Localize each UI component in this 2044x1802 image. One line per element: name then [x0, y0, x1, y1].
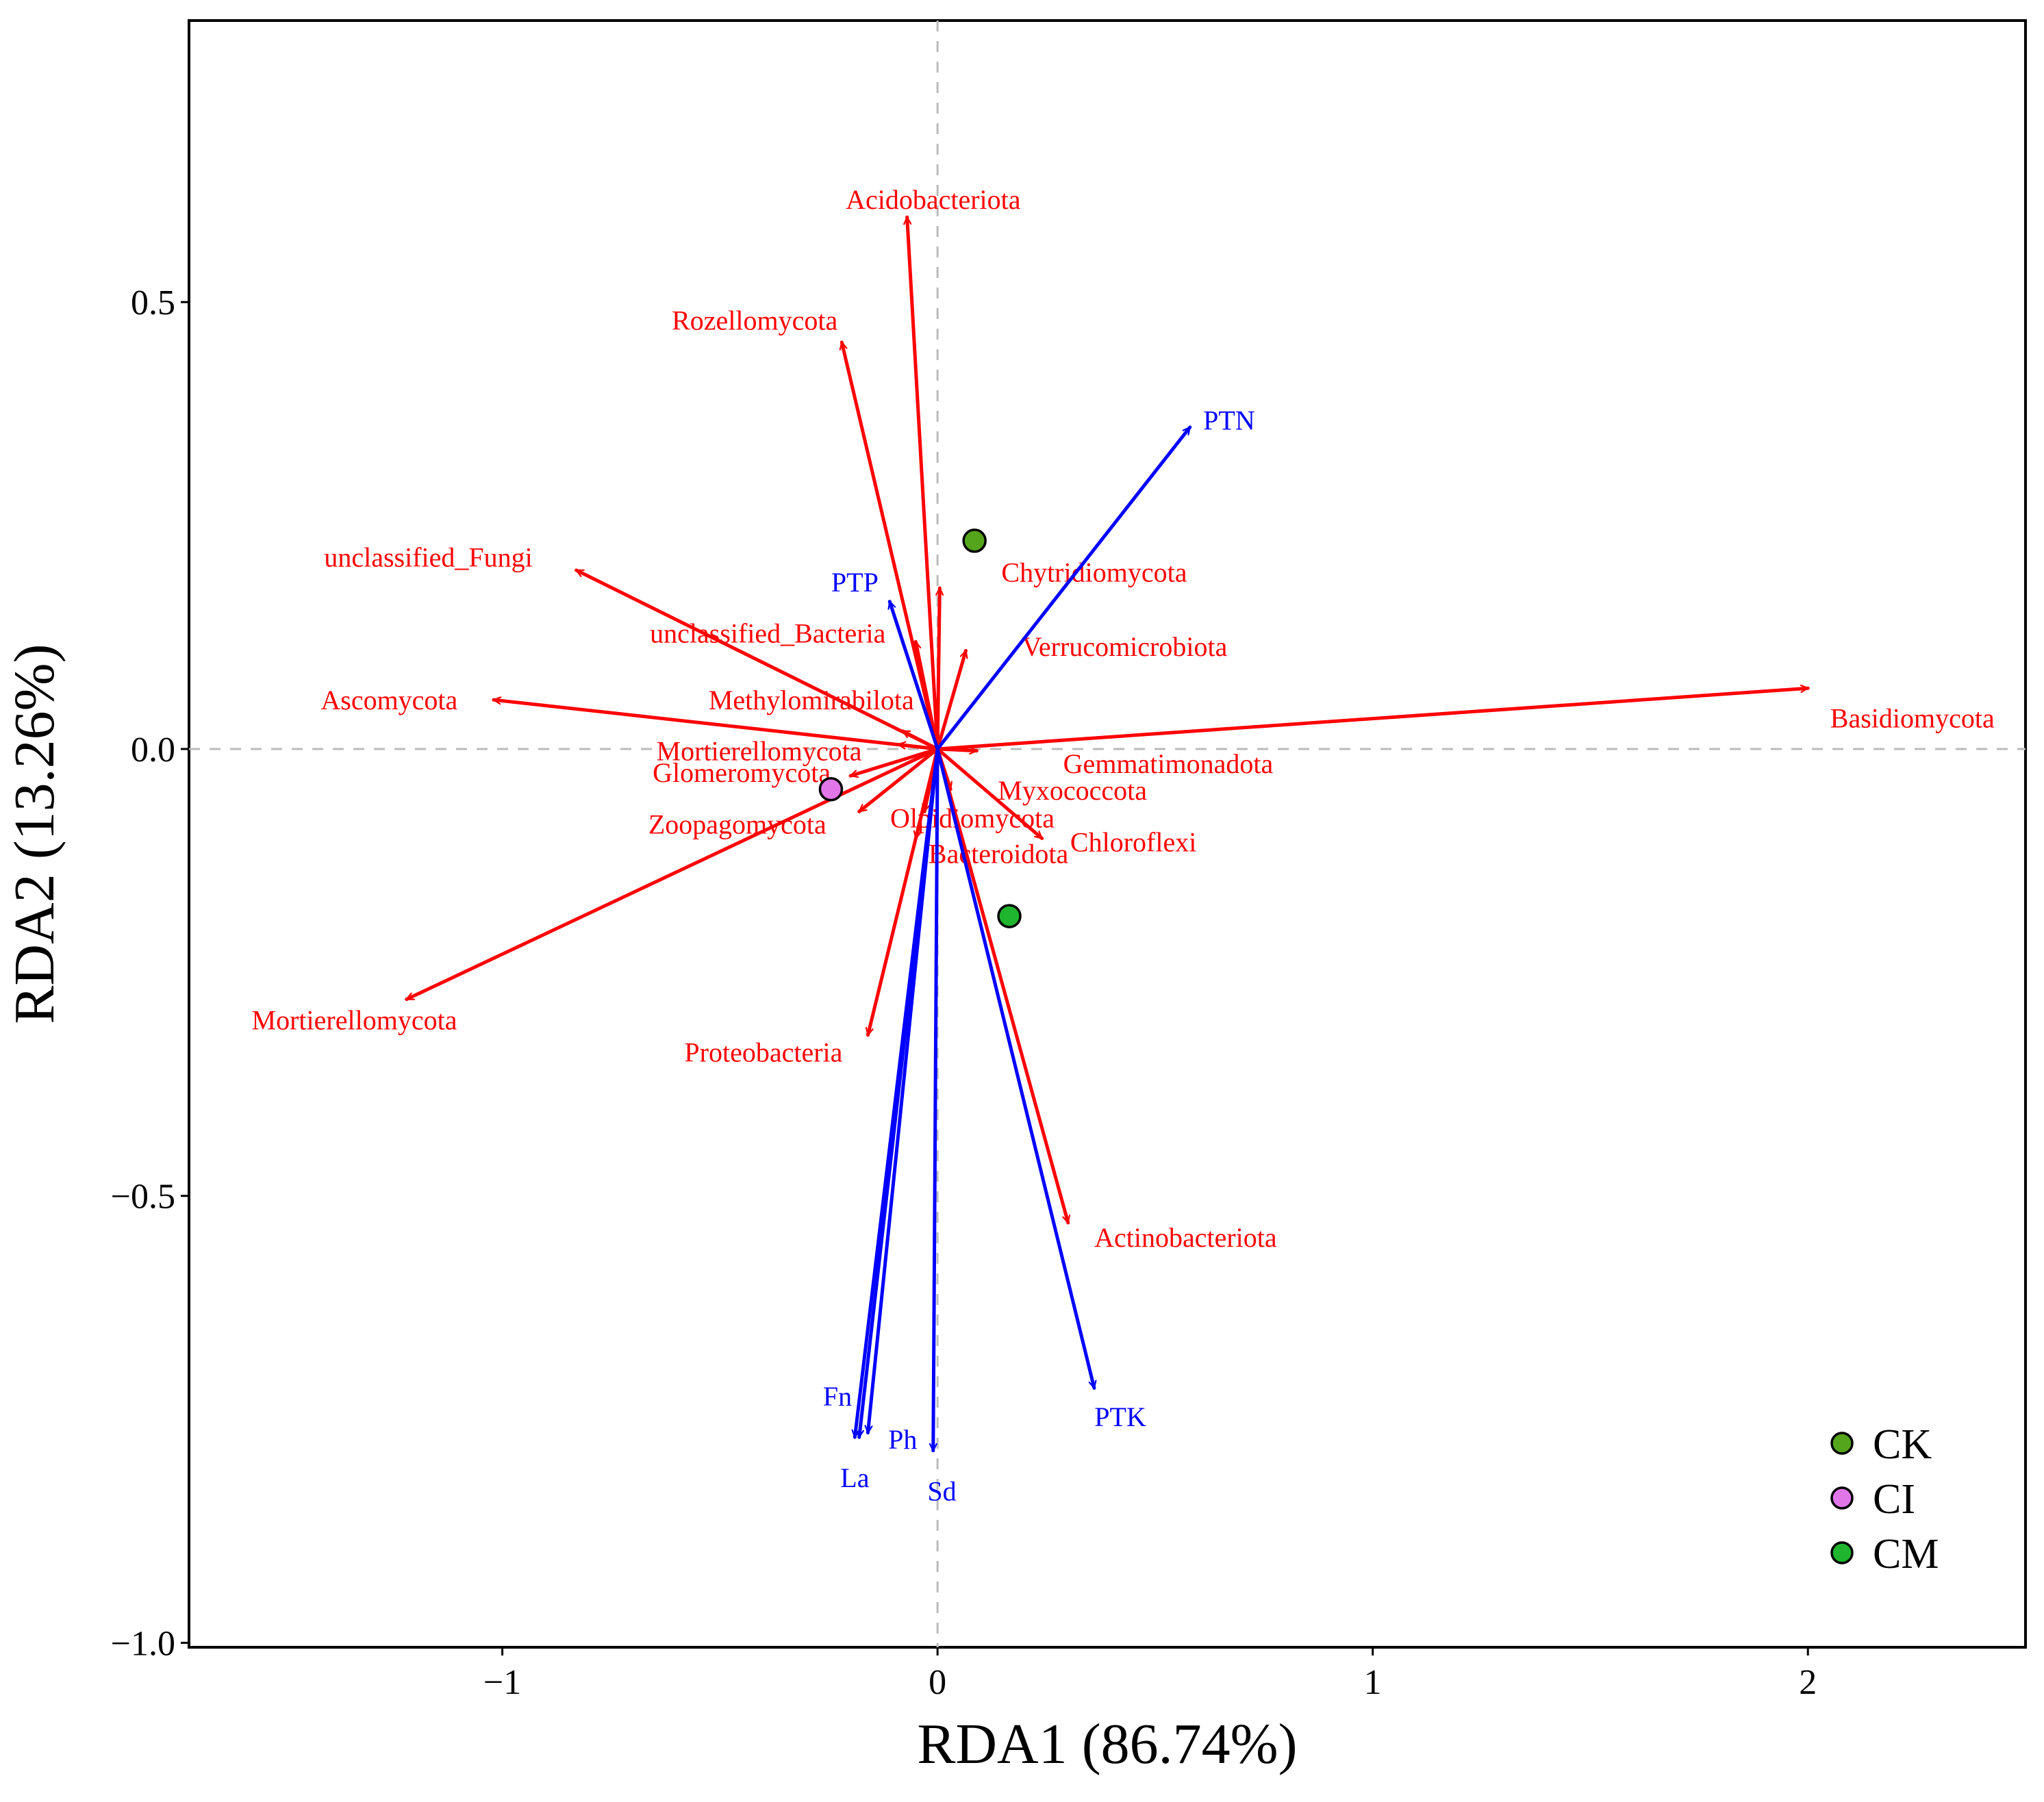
- env-vector-label: Fn: [823, 1381, 852, 1412]
- sample-point-ci: [818, 776, 844, 802]
- y-tick-label: 0.0: [131, 731, 175, 770]
- species-vector-label: Mortierellomycota: [252, 1005, 457, 1036]
- species-vector-label: Glomeromycota: [653, 757, 831, 788]
- legend-key-ck: [1830, 1432, 1854, 1455]
- species-vector-label: Acidobacteriota: [846, 184, 1021, 215]
- species-vector-label: Olpidiomycota: [890, 803, 1055, 834]
- legend-key-ci: [1830, 1486, 1854, 1510]
- env-vector-label: Ph: [888, 1424, 917, 1455]
- y-tick-label: 0.5: [131, 283, 175, 322]
- reference-lines: [189, 21, 2026, 1647]
- species-vector-label: Gemmatimonadota: [1063, 748, 1274, 779]
- sample-points: [818, 529, 1022, 928]
- legend-key-cm: [1830, 1541, 1854, 1564]
- species-vector-arrow: [935, 749, 979, 751]
- sample-point-cm: [997, 904, 1022, 928]
- env-vector-arrow: [935, 747, 1094, 1390]
- species-vector-label: Proteobacteria: [684, 1037, 842, 1068]
- species-vector-label: Mortierellomycota: [657, 736, 862, 767]
- y-axis-ticks: −1.0 −0.5 0.0 0.5: [111, 283, 189, 1663]
- env-vector-label: PTN: [1203, 405, 1255, 436]
- species-vector-arrow: [868, 747, 939, 1037]
- species-vector-arrow: [935, 648, 966, 751]
- x-tick-label: −1: [483, 1663, 521, 1702]
- species-vector-arrow: [848, 747, 939, 776]
- env-vector-arrow: [868, 747, 939, 1435]
- sample-point-ck: [962, 529, 987, 553]
- env-vector-label: PTP: [831, 567, 879, 598]
- legend: CK CI CM: [1830, 1421, 1939, 1577]
- species-vector-arrow: [907, 215, 939, 751]
- species-vector-label: Verrucomicrobiota: [1022, 631, 1227, 662]
- species-vector-label: Chloroflexi: [1070, 827, 1196, 858]
- y-axis-title: RDA2 (13.26%): [3, 644, 66, 1024]
- species-vector-label: Basidiomycota: [1830, 702, 1995, 733]
- species-vector-arrow: [935, 747, 1068, 1225]
- species-vector-label: Chytridiomycota: [1001, 557, 1187, 587]
- x-axis-ticks: −1 0 1 2: [483, 1647, 1817, 1702]
- species-vector-arrow: [405, 747, 939, 1002]
- species-vector-arrow: [842, 340, 939, 751]
- x-tick-label: 0: [929, 1663, 946, 1702]
- species-vector-label: unclassified_Bacteria: [650, 618, 886, 648]
- x-tick-label: 1: [1364, 1663, 1382, 1702]
- species-vector-arrow: [896, 744, 939, 751]
- env-vector-label: La: [840, 1462, 869, 1493]
- species-vector-arrow: [935, 688, 1810, 751]
- env-vector-arrow: [933, 747, 939, 1453]
- species-vector-arrow: [857, 747, 939, 813]
- species-vector-label: Myxococcota: [998, 775, 1147, 806]
- env-vector-arrow: [889, 600, 939, 751]
- species-vector-label: Zoopagomycota: [648, 809, 827, 840]
- species-vector-label: Ascomycota: [320, 685, 457, 715]
- legend-label-ck: CK: [1873, 1421, 1932, 1468]
- env-vector-label: Sd: [927, 1476, 956, 1507]
- legend-label-cm: CM: [1873, 1531, 1939, 1577]
- environment-vectors: PTN PTP Fn La Ph Sd PTK: [823, 405, 1255, 1507]
- species-vector-arrow: [937, 586, 939, 751]
- species-vector-arrow: [492, 700, 939, 751]
- plot-panel: [188, 19, 2027, 1649]
- y-tick-label: −0.5: [111, 1178, 175, 1217]
- species-vector-arrow: [900, 729, 939, 751]
- y-tick-label: −1.0: [111, 1624, 175, 1663]
- env-vector-arrow: [935, 425, 1192, 751]
- species-vector-label: Bacteroidota: [929, 839, 1069, 870]
- species-vector-label: Methylomirabilota: [709, 685, 914, 715]
- legend-label-ci: CI: [1873, 1476, 1915, 1523]
- x-axis-title: RDA1 (86.74%): [917, 1712, 1297, 1776]
- species-vectors: Acidobacteriota Rozellomycota unclassified…: [252, 184, 1995, 1253]
- species-vector-label: Rozellomycota: [672, 305, 837, 335]
- species-vector-arrow: [575, 568, 939, 751]
- x-tick-label: 2: [1799, 1663, 1817, 1702]
- species-vector-arrow: [935, 747, 1044, 841]
- species-vector-label: Actinobacteriota: [1094, 1222, 1277, 1253]
- env-vector-label: PTK: [1094, 1401, 1146, 1432]
- species-vector-label: unclassified_Fungi: [324, 542, 532, 572]
- species-vector-arrow: [916, 639, 939, 751]
